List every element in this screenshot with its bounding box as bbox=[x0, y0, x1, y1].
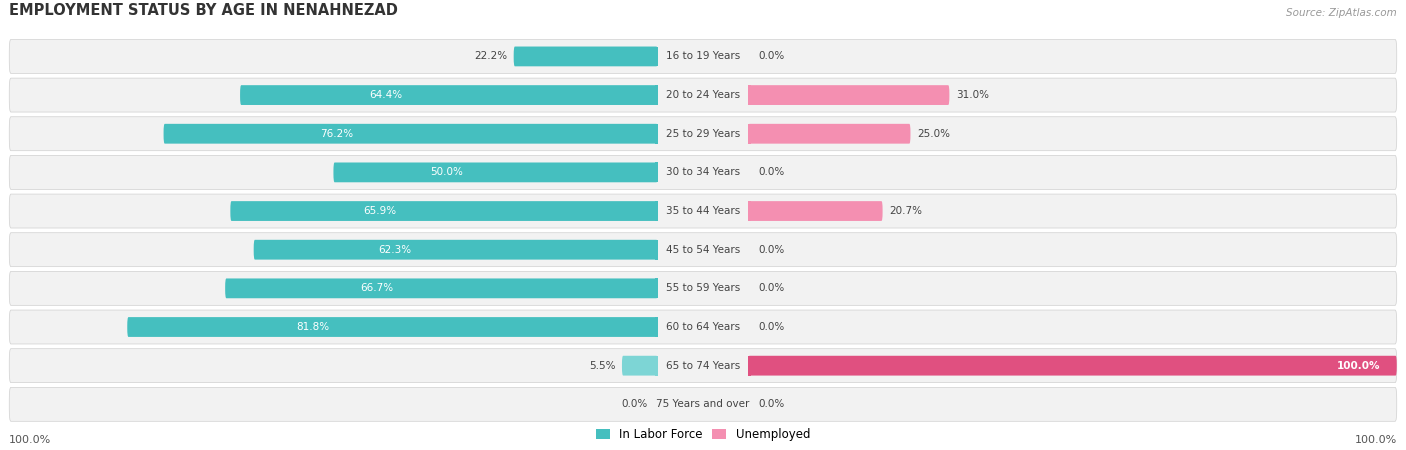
FancyBboxPatch shape bbox=[128, 317, 658, 337]
Text: 64.4%: 64.4% bbox=[370, 90, 402, 100]
FancyBboxPatch shape bbox=[10, 194, 1396, 228]
FancyBboxPatch shape bbox=[748, 356, 1396, 376]
Text: 31.0%: 31.0% bbox=[956, 90, 988, 100]
Bar bbox=[655, 240, 658, 260]
FancyBboxPatch shape bbox=[10, 117, 1396, 151]
Text: 25 to 29 Years: 25 to 29 Years bbox=[666, 129, 740, 139]
FancyBboxPatch shape bbox=[10, 233, 1396, 267]
Text: 76.2%: 76.2% bbox=[321, 129, 353, 139]
Bar bbox=[748, 356, 751, 376]
FancyBboxPatch shape bbox=[748, 85, 949, 105]
FancyBboxPatch shape bbox=[748, 124, 911, 144]
FancyBboxPatch shape bbox=[10, 387, 1396, 421]
Text: 0.0%: 0.0% bbox=[758, 284, 785, 293]
Text: 22.2%: 22.2% bbox=[474, 51, 508, 62]
Text: Source: ZipAtlas.com: Source: ZipAtlas.com bbox=[1286, 8, 1396, 18]
Text: 100.0%: 100.0% bbox=[1354, 435, 1396, 445]
Text: 20.7%: 20.7% bbox=[889, 206, 922, 216]
Text: 50.0%: 50.0% bbox=[430, 167, 464, 177]
Bar bbox=[655, 317, 658, 337]
FancyBboxPatch shape bbox=[10, 155, 1396, 189]
Text: 100.0%: 100.0% bbox=[1337, 360, 1381, 371]
Text: 0.0%: 0.0% bbox=[758, 245, 785, 255]
Bar bbox=[748, 201, 751, 221]
Text: 60 to 64 Years: 60 to 64 Years bbox=[666, 322, 740, 332]
FancyBboxPatch shape bbox=[748, 201, 883, 221]
FancyBboxPatch shape bbox=[10, 78, 1396, 112]
FancyBboxPatch shape bbox=[253, 240, 658, 260]
FancyBboxPatch shape bbox=[240, 85, 658, 105]
Bar bbox=[748, 85, 751, 105]
Text: 100.0%: 100.0% bbox=[10, 435, 52, 445]
Text: 25.0%: 25.0% bbox=[917, 129, 950, 139]
Text: 62.3%: 62.3% bbox=[378, 245, 412, 255]
Text: 55 to 59 Years: 55 to 59 Years bbox=[666, 284, 740, 293]
Text: EMPLOYMENT STATUS BY AGE IN NENAHNEZAD: EMPLOYMENT STATUS BY AGE IN NENAHNEZAD bbox=[10, 3, 398, 18]
Bar bbox=[655, 124, 658, 144]
Text: 5.5%: 5.5% bbox=[589, 360, 616, 371]
Text: 0.0%: 0.0% bbox=[758, 399, 785, 410]
Text: 0.0%: 0.0% bbox=[758, 167, 785, 177]
Text: 45 to 54 Years: 45 to 54 Years bbox=[666, 245, 740, 255]
Text: 81.8%: 81.8% bbox=[297, 322, 329, 332]
Text: 16 to 19 Years: 16 to 19 Years bbox=[666, 51, 740, 62]
FancyBboxPatch shape bbox=[10, 349, 1396, 382]
Text: 65.9%: 65.9% bbox=[363, 206, 396, 216]
FancyBboxPatch shape bbox=[163, 124, 658, 144]
Text: 0.0%: 0.0% bbox=[758, 322, 785, 332]
Bar bbox=[655, 85, 658, 105]
Text: 75 Years and over: 75 Years and over bbox=[657, 399, 749, 410]
FancyBboxPatch shape bbox=[225, 279, 658, 298]
Bar bbox=[655, 162, 658, 182]
Text: 0.0%: 0.0% bbox=[758, 51, 785, 62]
FancyBboxPatch shape bbox=[333, 162, 658, 182]
Bar bbox=[655, 46, 658, 66]
FancyBboxPatch shape bbox=[513, 46, 658, 66]
FancyBboxPatch shape bbox=[10, 40, 1396, 73]
Bar bbox=[655, 279, 658, 298]
FancyBboxPatch shape bbox=[10, 310, 1396, 344]
Text: 35 to 44 Years: 35 to 44 Years bbox=[666, 206, 740, 216]
Text: 0.0%: 0.0% bbox=[621, 399, 648, 410]
Legend: In Labor Force, Unemployed: In Labor Force, Unemployed bbox=[591, 423, 815, 446]
Text: 30 to 34 Years: 30 to 34 Years bbox=[666, 167, 740, 177]
Bar bbox=[748, 124, 751, 144]
FancyBboxPatch shape bbox=[231, 201, 658, 221]
Text: 66.7%: 66.7% bbox=[360, 284, 394, 293]
Bar bbox=[655, 201, 658, 221]
Text: 20 to 24 Years: 20 to 24 Years bbox=[666, 90, 740, 100]
FancyBboxPatch shape bbox=[10, 271, 1396, 306]
Bar bbox=[655, 356, 658, 376]
Text: 65 to 74 Years: 65 to 74 Years bbox=[666, 360, 740, 371]
FancyBboxPatch shape bbox=[621, 356, 658, 376]
